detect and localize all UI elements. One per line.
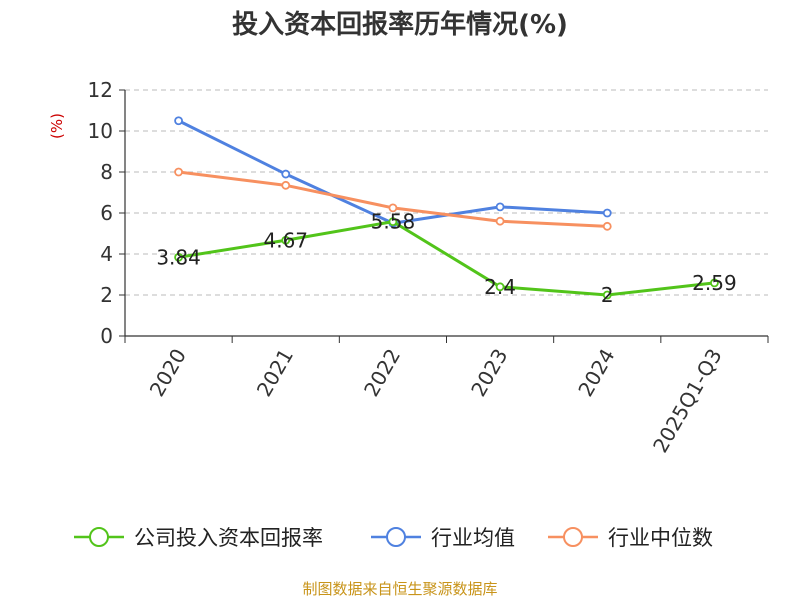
- legend-marker-icon: [89, 527, 109, 547]
- legend[interactable]: 公司投入资本回报率 行业均值 行业中位数: [74, 526, 713, 550]
- y-tick-label: 4: [100, 242, 113, 266]
- chart-title: 投入资本回报率历年情况(%): [232, 10, 568, 40]
- y-tick-label: 0: [100, 324, 113, 348]
- legend-item-company[interactable]: 公司投入资本回报率: [74, 526, 323, 550]
- legend-label: 行业中位数: [608, 526, 713, 550]
- grid-lines: [125, 89, 768, 296]
- data-point-industry_median: [388, 203, 398, 213]
- series-lines: [174, 116, 719, 300]
- legend-label: 公司投入资本回报率: [134, 526, 323, 550]
- data-point-industry_median: [602, 221, 612, 231]
- legend-item-industry_median[interactable]: 行业中位数: [548, 526, 713, 550]
- data-point-industry_avg: [281, 169, 291, 179]
- data-point-company: [388, 217, 398, 227]
- x-tick-label: 2022: [359, 345, 405, 401]
- x-tick-label: 2023: [466, 345, 512, 401]
- data-point-company: [174, 252, 183, 262]
- data-point-industry_median: [495, 216, 505, 226]
- legend-item-industry_avg[interactable]: 行业均值: [371, 526, 515, 550]
- x-tick-label: 2025Q1-Q3: [648, 345, 727, 457]
- data-point-industry_avg: [174, 116, 183, 126]
- data-point-company: [710, 278, 719, 288]
- data-label: 4.67: [263, 228, 308, 252]
- data-point-industry_median: [281, 180, 291, 190]
- data-label: 5.58: [371, 210, 416, 234]
- data-point-industry_median: [174, 167, 183, 177]
- data-point-industry_avg: [495, 202, 505, 212]
- x-tick-label: 2021: [252, 345, 298, 401]
- data-point-company: [281, 235, 291, 245]
- data-label: 2: [601, 283, 614, 307]
- x-tick-label: 2024: [573, 345, 619, 401]
- data-point-company: [495, 282, 505, 292]
- y-tick-label: 10: [88, 119, 113, 143]
- data-label: 2.59: [692, 271, 737, 295]
- legend-label: 行业均值: [431, 526, 515, 550]
- y-axis-unit-label: (%): [48, 113, 66, 139]
- source-note: 制图数据来自恒生聚源数据库: [302, 580, 498, 598]
- y-tick-label: 6: [100, 201, 113, 225]
- x-tick-label: 2020: [145, 345, 191, 401]
- data-point-industry_avg: [602, 208, 612, 218]
- legend-marker-icon: [386, 527, 406, 547]
- data-label: 2.4: [484, 275, 516, 299]
- series-line-company: [178, 220, 715, 297]
- legend-marker-icon: [563, 527, 583, 547]
- data-label: 3.84: [156, 245, 201, 269]
- y-tick-label: 2: [100, 283, 113, 307]
- y-tick-label: 8: [100, 160, 113, 184]
- data-point-company: [602, 290, 612, 300]
- y-tick-label: 12: [88, 78, 113, 102]
- data-labels: 3.84 4.67 5.58 2.4 2 2.59: [156, 210, 736, 307]
